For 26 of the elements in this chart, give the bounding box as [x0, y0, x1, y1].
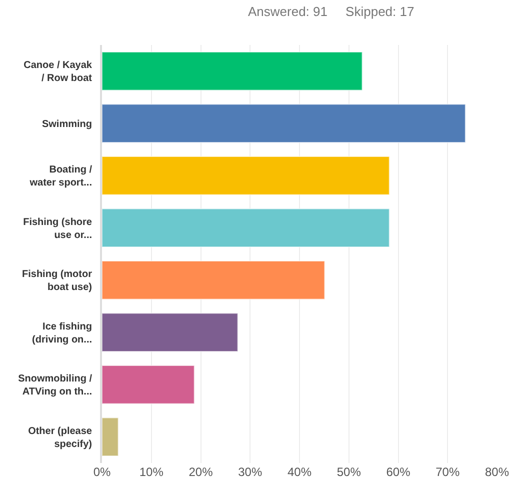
y-tick-label: Boating / water sport...: [28, 164, 92, 189]
x-tick-label: 10%: [139, 465, 164, 479]
y-tick-label: Canoe / Kayak / Row boat: [24, 60, 93, 84]
bar: [102, 417, 119, 456]
x-tick-label: 80%: [484, 465, 510, 479]
bar: [102, 312, 238, 352]
bar: [102, 208, 390, 248]
bar: [102, 52, 363, 91]
y-tick-label: Snowmobiling / ATVing on th...: [18, 374, 92, 398]
y-tick-label: Ice fishing (driving on...: [32, 321, 92, 346]
y-tick-label: Other (please specify): [28, 426, 92, 450]
bar: [102, 260, 326, 300]
y-tick-label: Fishing (motor boat use): [22, 269, 92, 294]
x-tick-label: 70%: [436, 465, 460, 479]
bar: [102, 104, 466, 143]
x-tick-label: 60%: [386, 465, 411, 479]
y-tick-label: Fishing (shore use or...: [23, 216, 92, 241]
y-tick-label: Swimming: [42, 118, 92, 130]
x-tick-label: 40%: [287, 465, 312, 479]
x-tick-label: 0%: [93, 465, 111, 479]
bar: [102, 365, 195, 404]
x-tick-label: 30%: [238, 465, 262, 479]
x-tick-label: 20%: [188, 465, 214, 479]
x-tick-label: 50%: [336, 465, 362, 479]
bar: [102, 156, 390, 196]
chart-subtitle: Answered: 91 Skipped: 17: [248, 4, 414, 19]
